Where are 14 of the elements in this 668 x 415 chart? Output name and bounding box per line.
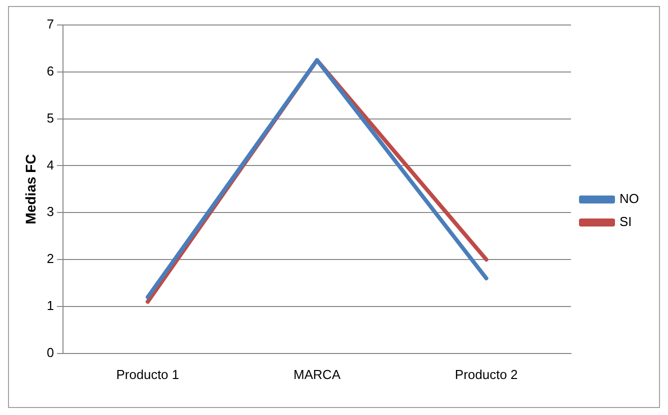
y-tick-label: 2 [46,251,54,266]
x-tick-label: Producto 2 [454,366,518,382]
y-tick-label: 1 [46,298,54,314]
legend-label: NO [620,191,639,206]
y-tick-label: 7 [46,16,54,32]
legend-label: SI [620,214,632,230]
x-tick-label: Producto 1 [116,366,180,382]
y-tick-label: 4 [46,157,54,172]
y-tick-label: 5 [46,110,54,126]
y-tick-label: 3 [46,204,54,220]
y-tick-label: 6 [46,63,54,78]
y-tick-label: 0 [46,344,54,360]
x-tick-label: MARCA [294,366,341,382]
y-axis-title: Medias FC [22,154,38,224]
